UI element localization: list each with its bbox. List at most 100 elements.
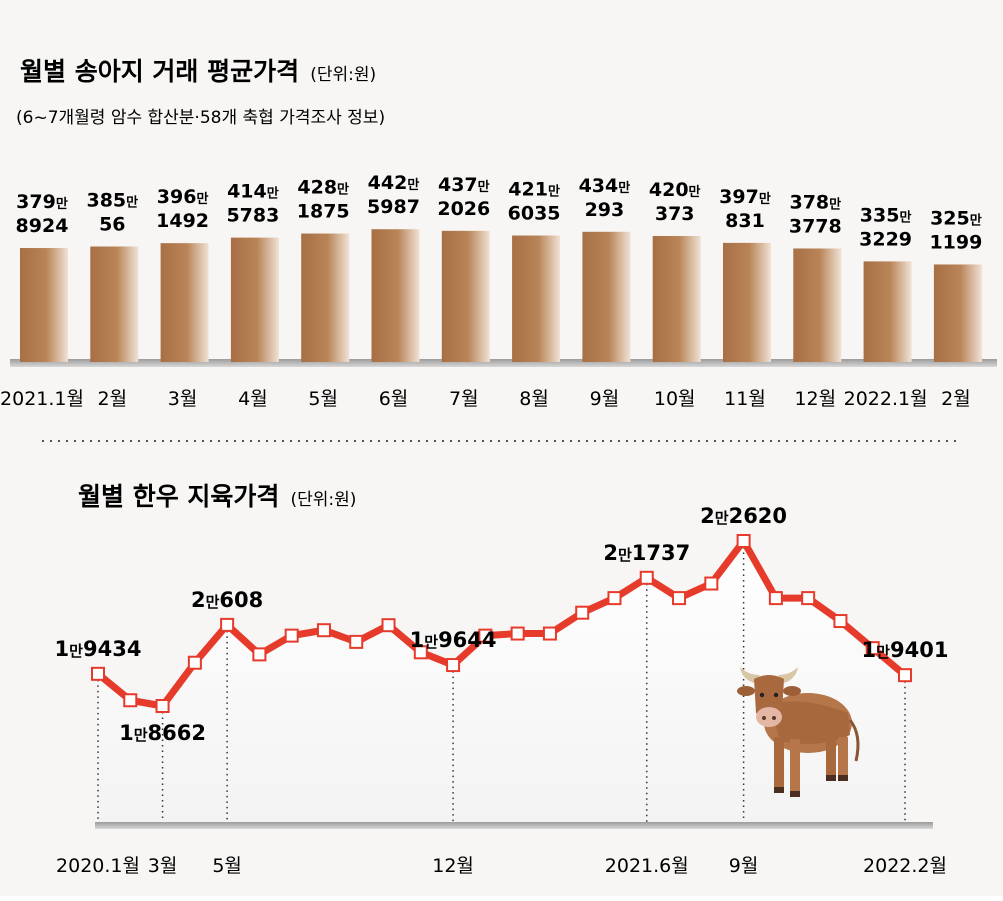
line-value-label: 2만2620: [700, 504, 787, 528]
bar-tick-label: 6월: [379, 388, 409, 410]
line-area-fill: [98, 541, 905, 825]
bar-3: [230, 237, 279, 362]
line-point-11: [446, 658, 461, 673]
bar-0: [20, 248, 68, 362]
bar-tick-label: 2월: [98, 388, 128, 410]
bar-10: [723, 242, 771, 362]
line-point-18: [672, 591, 687, 606]
line-tick-label: 2020.1월: [56, 855, 140, 877]
bar-tick-label: 11월: [724, 388, 766, 410]
bar-value-label-bottom: 5987: [367, 196, 420, 218]
line-point-3: [187, 655, 202, 670]
line-tick-label: 5월: [212, 855, 242, 877]
bar-9: [652, 235, 701, 362]
bar-value-label-top: 396만: [157, 186, 209, 208]
bar-12: [863, 261, 912, 362]
bar-4: [301, 233, 350, 362]
bar-value-label-bottom: 1875: [297, 201, 350, 223]
cow-icon: [737, 667, 860, 797]
line-point-12: [478, 628, 493, 643]
bar-value-label-bottom: 1492: [156, 210, 209, 232]
line-point-1: [123, 693, 138, 708]
line-point-0: [91, 666, 105, 681]
bar-value-label-bottom: 6035: [508, 203, 561, 225]
bar-value-label-top: 442만: [368, 172, 420, 194]
line-value-label: 1만8662: [119, 721, 206, 745]
bar-6: [441, 230, 490, 362]
line-tick-label: 2021.6월: [605, 855, 689, 877]
bar-tick-label: 10월: [654, 388, 696, 410]
line-baseline: [95, 822, 933, 829]
bar-tick-label: 2022.1월: [844, 388, 928, 410]
bar-value-label-top: 428만: [297, 177, 349, 199]
bar-tick-label: 4월: [238, 388, 268, 410]
line-point-13: [510, 626, 525, 641]
bar-tick-label: 12월: [794, 388, 836, 410]
line-value-label: 2만608: [191, 588, 263, 612]
line-point-7: [316, 623, 331, 638]
line-point-8: [349, 634, 364, 649]
bar-value-label-bottom: 293: [585, 199, 625, 221]
line-point-19: [704, 576, 719, 591]
bar-tick-label: 9월: [590, 388, 620, 410]
line-point-2: [155, 699, 170, 713]
bar-value-label-top: 385만: [86, 189, 138, 211]
line-point-21: [768, 591, 783, 606]
line-point-17: [639, 570, 654, 585]
bar-value-label-top: 379만: [16, 191, 68, 213]
bar-value-label-bottom: 1199: [929, 231, 982, 253]
bar-value-label-top: 421만: [508, 179, 560, 201]
bar-tick-label: 8월: [519, 388, 549, 410]
bar-chart-title: 월별 송아지 거래 평균가격: [20, 57, 299, 86]
line-tick-label: 3월: [148, 855, 178, 877]
bar-value-label-top: 434만: [579, 175, 631, 197]
bar-1: [90, 246, 139, 362]
line-value-label: 1만9401: [862, 638, 949, 662]
bar-value-label-top: 420만: [649, 179, 701, 201]
bar-value-label-bottom: 56: [99, 213, 125, 235]
line-point-23: [833, 614, 848, 629]
bar-8: [582, 231, 631, 362]
bar-value-label-bottom: 373: [655, 203, 695, 225]
bar-chart-title-line: 월별 송아지 거래 평균가격 (단위:원): [20, 57, 376, 86]
line-value-label: 2만1737: [603, 541, 690, 565]
line-chart-title-line: 월별 한우 지육가격 (단위:원): [78, 482, 356, 511]
bar-value-label-top: 335만: [860, 204, 912, 226]
line-point-5: [252, 647, 267, 662]
line-point-16: [607, 591, 622, 606]
bar-value-label-bottom: 2026: [437, 198, 490, 220]
line-point-10: [413, 645, 428, 660]
bar-value-label-top: 437만: [438, 174, 490, 196]
bar-value-label-bottom: 8924: [16, 215, 69, 237]
line-point-4: [220, 617, 235, 632]
line-area: 2020.1월 3월 5월 12월 2021.6월 9월 2022.2월 1만9434 1만86…: [55, 504, 949, 877]
line-point-25: [898, 668, 912, 683]
bar-11: [793, 248, 842, 362]
bar-chart-subtitle: (6~7개월령 암수 합산분·58개 축협 가격조사 정보): [16, 108, 385, 128]
bar-value-label-bottom: 831: [725, 210, 765, 232]
bar-tick-label: 7월: [449, 388, 479, 410]
bar-7: [512, 235, 561, 362]
line-point-24: [865, 641, 880, 656]
line-tick-label: 2022.2월: [863, 855, 947, 877]
line-point-20: [736, 534, 751, 548]
line-tick-label: 9월: [729, 855, 759, 877]
bar-13: [933, 264, 982, 362]
line-point-15: [575, 605, 590, 620]
line-point-9: [381, 618, 396, 633]
bar-value-label-bottom: 3778: [789, 215, 842, 237]
line-value-label: 1만9644: [410, 628, 497, 652]
bar-chart-unit: (단위:원): [310, 65, 376, 85]
bar-2: [160, 243, 209, 362]
bar-5: [371, 229, 420, 362]
line-point-22: [801, 591, 816, 606]
bar-value-label-bottom: 3229: [859, 228, 912, 250]
line-point-6: [284, 628, 299, 643]
bar-value-label-bottom: 5783: [226, 205, 279, 227]
line-chart-title: 월별 한우 지육가격: [78, 482, 279, 511]
line-tick-label: 12월: [432, 855, 474, 877]
bar-tick-label: 5월: [308, 388, 338, 410]
